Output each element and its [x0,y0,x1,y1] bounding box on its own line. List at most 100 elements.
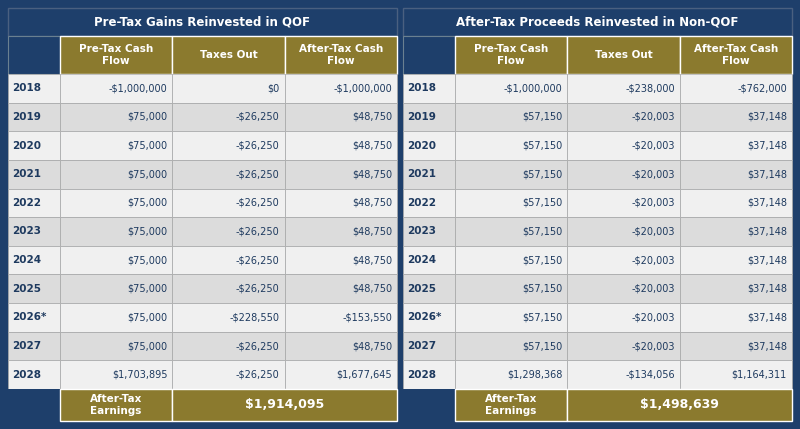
Bar [60,246,172,275]
Bar [8,275,60,303]
Bar [567,360,680,389]
Bar [8,303,60,332]
Bar [8,246,60,275]
Text: $57,150: $57,150 [522,227,562,236]
Bar [403,303,455,332]
Text: After-Tax
Earnings: After-Tax Earnings [90,394,142,416]
Bar [172,188,285,217]
Bar [455,332,567,360]
Text: $75,000: $75,000 [127,312,167,323]
Bar [172,332,285,360]
Text: -$26,250: -$26,250 [236,112,280,122]
Text: -$20,003: -$20,003 [631,169,674,179]
Bar [403,332,455,360]
Bar [680,131,792,160]
Text: -$20,003: -$20,003 [631,141,674,151]
Bar [60,36,172,74]
Text: -$134,056: -$134,056 [625,370,674,380]
Bar [680,36,792,74]
Text: After-Tax Cash
Flow: After-Tax Cash Flow [694,44,778,66]
Text: -$228,550: -$228,550 [230,312,280,323]
Bar [60,303,172,332]
Bar [567,74,680,103]
Bar [403,389,455,421]
Bar [455,389,567,421]
Text: $48,750: $48,750 [352,255,392,265]
Text: $48,750: $48,750 [352,141,392,151]
Text: 2020: 2020 [407,141,436,151]
Text: $48,750: $48,750 [352,112,392,122]
Text: 2018: 2018 [407,83,436,94]
Text: Taxes Out: Taxes Out [200,50,258,60]
Text: 2025: 2025 [407,284,436,294]
Text: $37,148: $37,148 [747,227,787,236]
Text: $75,000: $75,000 [127,227,167,236]
Bar [455,360,567,389]
Bar [285,332,397,360]
Bar [680,160,792,188]
Bar [403,36,455,74]
Bar [172,246,285,275]
Bar [680,246,792,275]
Bar [455,217,567,246]
Bar [403,160,455,188]
Text: -$26,250: -$26,250 [236,169,280,179]
Text: 2021: 2021 [407,169,436,179]
Text: $75,000: $75,000 [127,341,167,351]
Text: $1,498,639: $1,498,639 [640,399,719,411]
Bar [60,217,172,246]
Text: 2019: 2019 [12,112,41,122]
Text: After-Tax
Earnings: After-Tax Earnings [485,394,538,416]
Bar [680,360,792,389]
Bar [567,389,792,421]
Text: -$20,003: -$20,003 [631,284,674,294]
Bar [567,188,680,217]
Bar [285,303,397,332]
Bar [567,246,680,275]
Bar [680,303,792,332]
Bar [567,160,680,188]
Bar [60,360,172,389]
Text: $75,000: $75,000 [127,255,167,265]
Bar [403,131,455,160]
Bar [567,103,680,131]
Text: 2019: 2019 [407,112,436,122]
Bar [8,36,60,74]
Bar [285,36,397,74]
Bar [567,217,680,246]
Bar [285,217,397,246]
Bar [172,303,285,332]
Text: $37,148: $37,148 [747,141,787,151]
Text: -$26,250: -$26,250 [236,284,280,294]
Bar [172,217,285,246]
Bar [403,188,455,217]
Text: 2027: 2027 [407,341,436,351]
Bar [455,246,567,275]
Bar [172,275,285,303]
Text: -$20,003: -$20,003 [631,255,674,265]
Bar [285,275,397,303]
Text: -$20,003: -$20,003 [631,112,674,122]
Text: -$238,000: -$238,000 [625,83,674,94]
Text: $1,914,095: $1,914,095 [245,399,324,411]
Bar [8,160,60,188]
Bar [680,74,792,103]
Bar [455,275,567,303]
Bar [455,103,567,131]
Bar [60,160,172,188]
Text: After-Tax Cash
Flow: After-Tax Cash Flow [298,44,383,66]
Bar [8,389,60,421]
Text: 2024: 2024 [407,255,436,265]
Bar [680,188,792,217]
Text: 2028: 2028 [407,370,436,380]
Text: $1,677,645: $1,677,645 [336,370,392,380]
Text: 2021: 2021 [12,169,41,179]
Bar [285,74,397,103]
Bar [285,360,397,389]
Text: Taxes Out: Taxes Out [594,50,652,60]
Text: $48,750: $48,750 [352,198,392,208]
Bar [455,74,567,103]
Bar [680,275,792,303]
Text: $48,750: $48,750 [352,284,392,294]
Text: -$26,250: -$26,250 [236,227,280,236]
